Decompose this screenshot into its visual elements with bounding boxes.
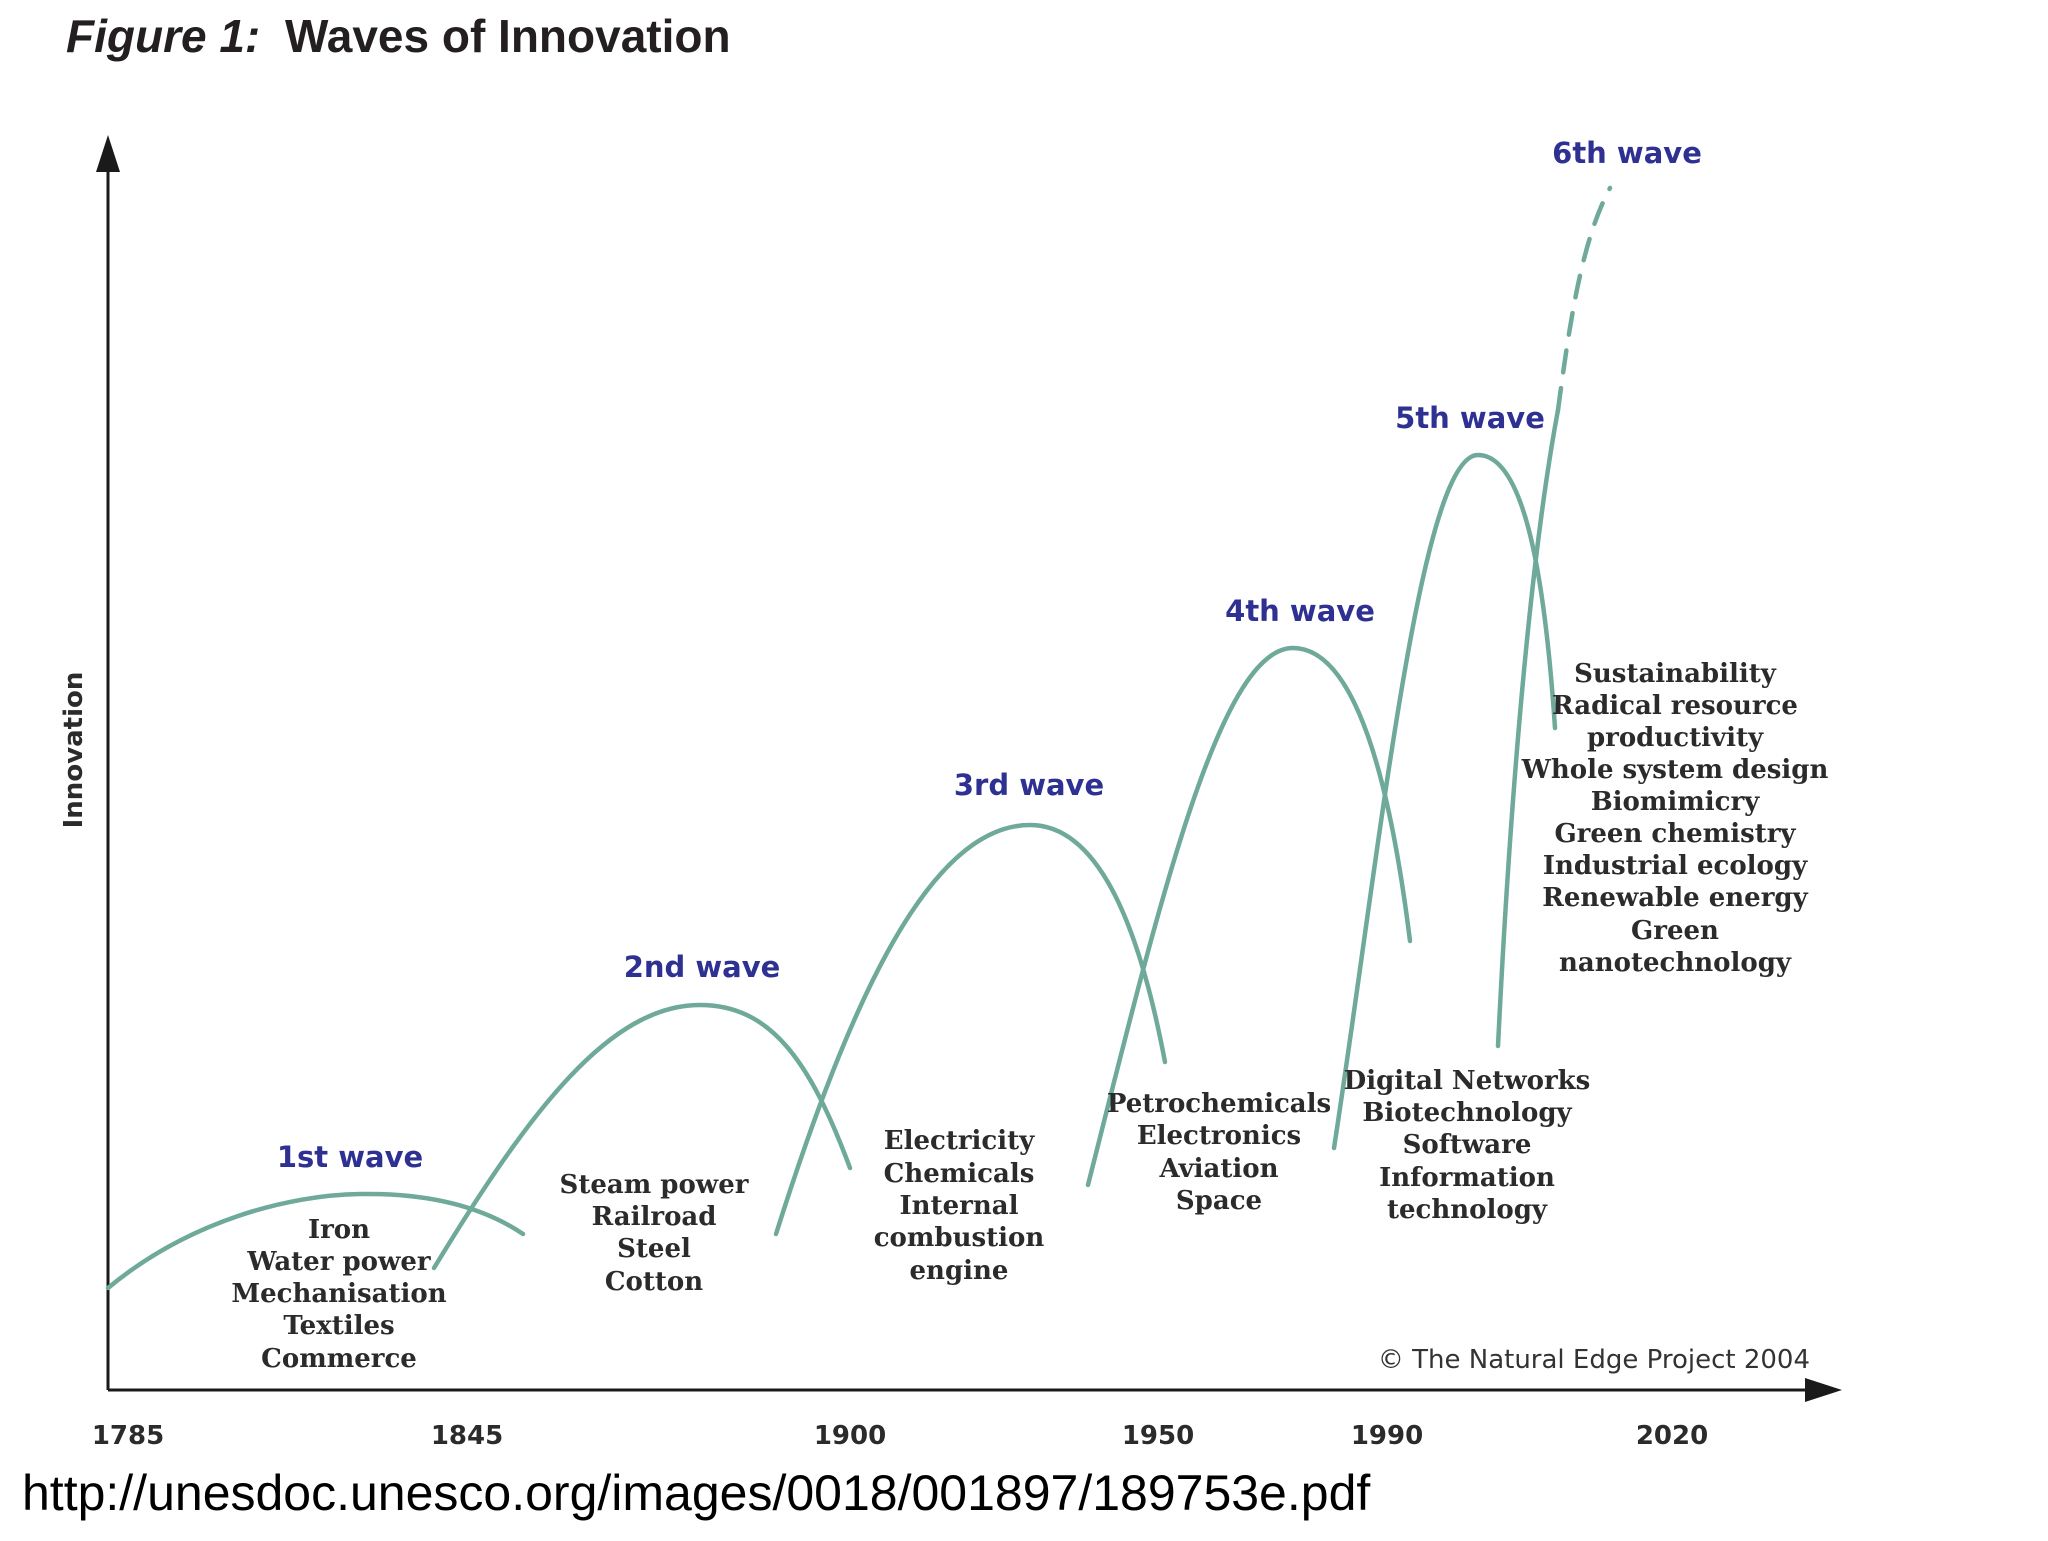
wave-label-6: 6th wave [1552,136,1702,170]
tech-item: Iron [308,1215,370,1245]
tech-item: Internal [900,1191,1019,1221]
tech-item: Petrochemicals [1107,1089,1331,1119]
tech-item: Green chemistry [1554,819,1796,849]
tech-item: Renewable energy [1542,883,1808,913]
wave-curves [105,185,1613,1291]
tech-item: Industrial ecology [1543,851,1808,881]
x-axis-arrow-icon [1805,1378,1842,1402]
wave-curve-1 [105,1191,526,1291]
wave-1-technologies: Iron Water power Mechanisation Textiles … [231,1215,446,1374]
tech-item: Information [1379,1163,1555,1193]
tech-item: Electronics [1137,1121,1301,1151]
year-label-1900: 1900 [814,1421,886,1451]
year-label-1950: 1950 [1122,1421,1194,1451]
tech-item: technology [1387,1195,1548,1225]
wave-label-1: 1st wave [277,1140,423,1174]
wave-6-technologies: Sustainability Radical resource producti… [1521,659,1829,978]
tech-item: Mechanisation [231,1279,446,1309]
wave-label-3: 3rd wave [954,768,1104,802]
tech-item: Steam power [560,1170,749,1200]
tech-item: nanotechnology [1559,948,1792,978]
tech-item: Biotechnology [1362,1098,1572,1128]
axes [96,135,1842,1402]
tech-item: Cotton [605,1267,703,1297]
year-label-1785: 1785 [92,1421,164,1451]
figure-title: Figure 1: Waves of Innovation [66,10,731,62]
tech-item: Biomimicry [1591,787,1760,817]
tech-item: Textiles [283,1311,394,1341]
tech-item: Chemicals [884,1159,1035,1189]
tech-item: combustion [874,1223,1045,1253]
wave-curve-5 [1331,452,1558,1151]
year-label-1990: 1990 [1351,1421,1423,1451]
y-axis-label: Innovation [59,672,89,829]
tech-item: Steel [617,1234,691,1264]
tech-item: Space [1176,1186,1262,1216]
tech-item: productivity [1587,723,1764,753]
y-axis-arrow-icon [96,135,120,172]
tech-item: Digital Networks [1344,1066,1591,1096]
wave-5-technologies: Digital Networks Biotechnology Software … [1344,1066,1591,1225]
tech-item: Commerce [261,1344,417,1374]
copyright-notice: © The Natural Edge Project 2004 [1378,1345,1810,1375]
x-axis-years: 1785 1845 1900 1950 1990 2020 [92,1421,1708,1451]
figure-title-prefix: Figure 1: [66,10,260,62]
tech-item: Aviation [1158,1154,1278,1184]
wave-curve-4 [1085,645,1413,1188]
wave-curve-2 [431,1002,853,1271]
wave-curve-6-projected [1555,185,1613,413]
tech-item: Green [1631,916,1719,946]
wave-2-technologies: Steam power Railroad Steel Cotton [560,1170,749,1297]
tech-item: Electricity [884,1126,1035,1156]
year-label-2020: 2020 [1636,1421,1708,1451]
figure-title-main: Waves of Innovation [285,10,731,62]
wave-label-2: 2nd wave [624,950,781,984]
year-label-1845: 1845 [431,1421,503,1451]
tech-item: Sustainability [1574,659,1777,689]
wave-curve-3 [773,822,1168,1237]
tech-item: Railroad [592,1202,717,1232]
tech-item: Whole system design [1521,755,1829,785]
wave-labels: 1st wave 2nd wave 3rd wave 4th wave 5th … [277,136,1702,1174]
tech-item: Radical resource [1552,691,1798,721]
wave-label-5: 5th wave [1395,401,1545,435]
source-url: http://unesdoc.unesco.org/images/0018/00… [22,1465,1370,1521]
tech-item: engine [910,1256,1009,1286]
tech-item: Water power [246,1247,431,1277]
wave-label-4: 4th wave [1225,594,1375,628]
wave-curve-6-solid [1495,407,1561,1049]
wave-4-technologies: Petrochemicals Electronics Aviation Spac… [1107,1089,1331,1216]
wave-3-technologies: Electricity Chemicals Internal combustio… [874,1126,1045,1286]
tech-item: Software [1403,1130,1532,1160]
